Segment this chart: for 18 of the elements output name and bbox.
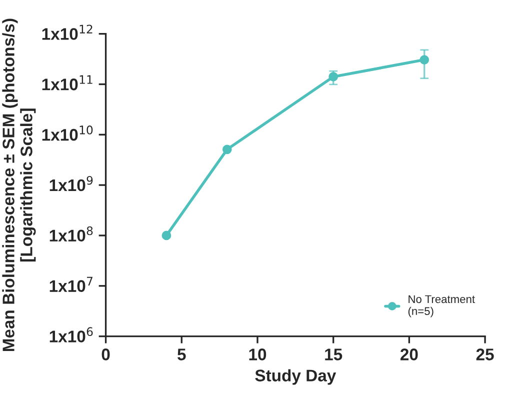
y-tick-label: 1x10$^{11}$ xyxy=(42,75,92,90)
x-tick-label: 0 xyxy=(102,348,110,360)
x-tick-label: 25 xyxy=(476,348,494,360)
point xyxy=(162,230,172,240)
x-tick-label: 15 xyxy=(325,348,342,360)
x-axis-title: Study Day xyxy=(255,369,336,385)
y-tick-label: 1x10$^{10}$ xyxy=(42,126,93,141)
y-tick-label: 1x10$^{6}$ xyxy=(50,327,93,342)
x-tick-label: 10 xyxy=(249,348,266,360)
y-tick-label: 1x10$^{7}$ xyxy=(50,276,92,292)
y-tick-label: 1x10$^{8}$ xyxy=(50,226,93,242)
x-tick-label: 5 xyxy=(178,348,186,360)
point xyxy=(222,144,232,154)
y-tick-label: 1x10$^{9}$ xyxy=(50,176,93,192)
legend-label: No Treatment (n=5) xyxy=(408,295,475,318)
x-tick-label: 20 xyxy=(400,348,418,360)
y-tick-label: 1x10$^{12}$ xyxy=(42,24,92,40)
y-axis-title: Mean Bioluminescence ± SEM (photons/s) [Logarithmic Scale] xyxy=(2,18,36,352)
